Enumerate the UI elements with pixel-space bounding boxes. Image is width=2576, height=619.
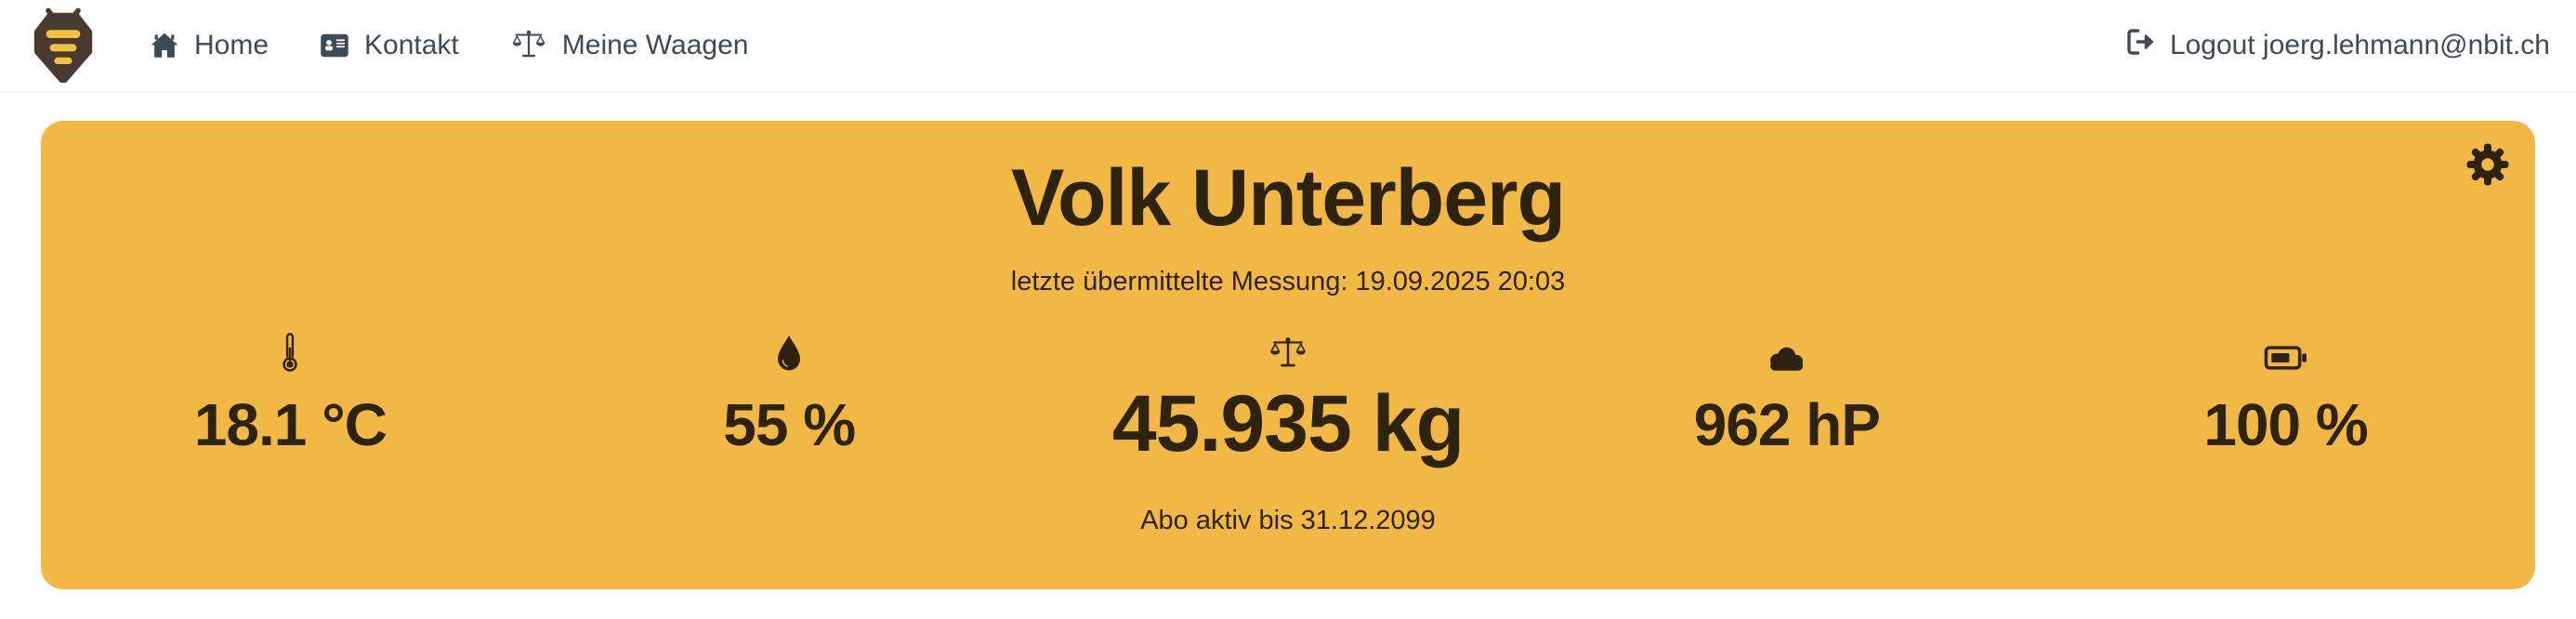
nav-item-label: Home xyxy=(194,30,269,60)
hive-title: Volk Unterberg xyxy=(1010,153,1566,243)
metric-pressure: 962 hP xyxy=(1537,332,2036,464)
battery-icon xyxy=(2261,332,2311,373)
nav-links: Home Kontakt xyxy=(149,28,748,63)
metrics-row: 18.1 °C 55 % xyxy=(41,332,2535,464)
logout-label: Logout joerg.lehmann@nbit.ch xyxy=(2169,30,2550,60)
gear-icon[interactable] xyxy=(2464,141,2511,188)
main-content: Volk Unterberg letzte übermittelte Messu… xyxy=(0,93,2576,589)
navbar: Home Kontakt xyxy=(0,0,2576,93)
pressure-value: 962 hP xyxy=(1693,390,1881,458)
nav-item-label: Meine Waagen xyxy=(561,30,749,60)
brand-logo[interactable] xyxy=(26,6,100,86)
nav-item-kontakt[interactable]: Kontakt xyxy=(319,30,459,61)
balance-scale-icon xyxy=(1267,332,1309,373)
bee-logo-icon xyxy=(26,6,100,86)
metric-humidity: 55 % xyxy=(540,332,1039,464)
nav-item-meine-waagen[interactable]: Meine Waagen xyxy=(509,28,749,63)
home-icon xyxy=(149,31,180,60)
subscription-status: Abo aktiv bis 31.12.2099 xyxy=(1140,505,1436,535)
balance-scale-icon xyxy=(509,28,548,63)
sign-out-icon xyxy=(2124,27,2156,64)
nav-item-label: Kontakt xyxy=(364,30,459,60)
metric-battery: 100 % xyxy=(2036,332,2535,464)
cloud-icon xyxy=(1765,332,1809,373)
battery-value: 100 % xyxy=(2203,390,2368,458)
humidity-value: 55 % xyxy=(723,390,856,458)
thermometer-icon xyxy=(277,332,303,373)
last-measurement-text: letzte übermittelte Messung: 19.09.2025 … xyxy=(1010,267,1566,296)
hive-card: Volk Unterberg letzte übermittelte Messu… xyxy=(41,121,2535,589)
logout-link[interactable]: Logout joerg.lehmann@nbit.ch xyxy=(2124,27,2550,64)
weight-value: 45.935 kg xyxy=(1111,378,1465,468)
temperature-value: 18.1 °C xyxy=(193,390,388,458)
metric-temperature: 18.1 °C xyxy=(41,332,540,464)
nav-item-home[interactable]: Home xyxy=(149,30,269,61)
droplet-icon xyxy=(774,332,804,373)
address-card-icon xyxy=(319,31,350,60)
metric-weight: 45.935 kg xyxy=(1039,332,1538,464)
